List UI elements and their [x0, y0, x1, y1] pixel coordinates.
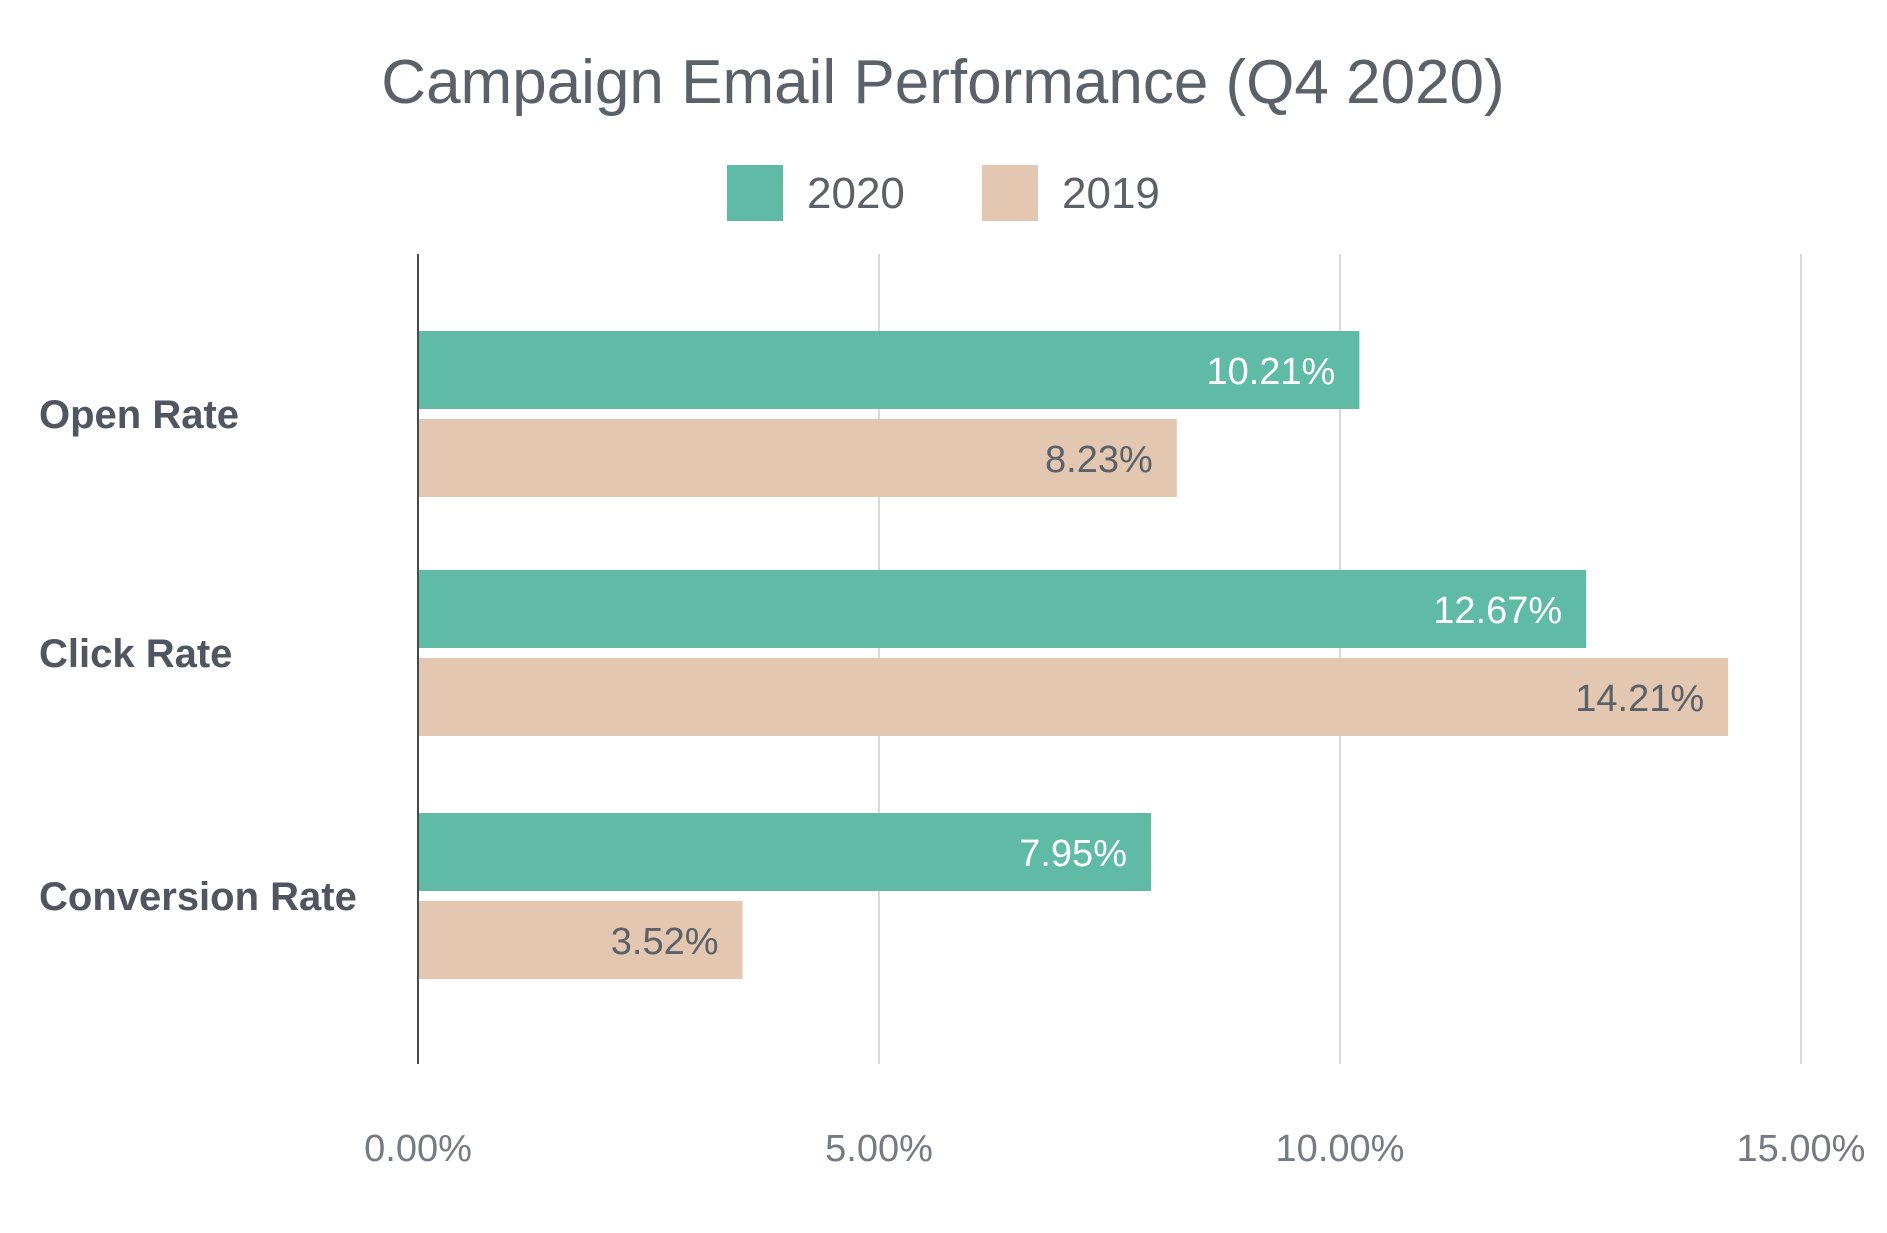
- bars: 10.21% 8.23% 12.67% 14.21% 7.95% 3.52%: [418, 331, 1729, 979]
- data-label: 12.67%: [1433, 590, 1562, 632]
- bar-2020-conversion-rate: [418, 813, 1151, 891]
- legend-swatch-2020: [727, 165, 783, 221]
- category-label: Click Rate: [39, 632, 232, 676]
- category-label: Open Rate: [39, 393, 239, 437]
- legend-swatch-2019: [982, 165, 1038, 221]
- category-labels: Open Rate Click Rate Conversion Rate: [39, 393, 357, 919]
- legend-label-2020: 2020: [807, 169, 905, 218]
- chart-title: Campaign Email Performance (Q4 2020): [381, 48, 1504, 117]
- x-tick-label: 5.00%: [825, 1128, 933, 1170]
- category-label: Conversion Rate: [39, 875, 357, 919]
- data-label: 3.52%: [611, 921, 719, 963]
- bar-2020-click-rate: [418, 570, 1587, 648]
- x-tick-label: 15.00%: [1737, 1128, 1866, 1170]
- x-axis-tick-labels: 0.00% 5.00% 10.00% 15.00%: [364, 1128, 1865, 1170]
- legend: 2020 2019: [727, 165, 1160, 221]
- bar-2020-open-rate: [418, 331, 1360, 409]
- data-label: 7.95%: [1019, 833, 1127, 875]
- bar-2019-click-rate: [418, 658, 1729, 736]
- bar-2019-open-rate: [418, 419, 1177, 497]
- x-tick-label: 10.00%: [1276, 1128, 1405, 1170]
- data-label: 10.21%: [1206, 351, 1335, 393]
- data-label: 14.21%: [1575, 678, 1704, 720]
- data-label: 8.23%: [1045, 439, 1153, 481]
- bar-2019-conversion-rate: [418, 901, 743, 979]
- x-tick-label: 0.00%: [364, 1128, 472, 1170]
- legend-label-2019: 2019: [1062, 169, 1160, 218]
